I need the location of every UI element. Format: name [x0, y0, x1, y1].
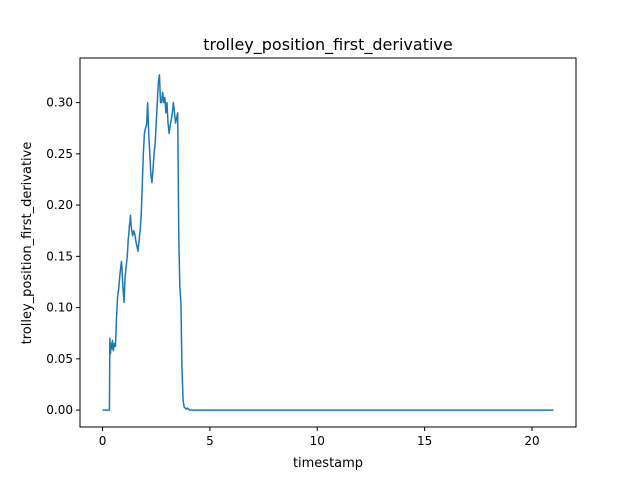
x-tick-label: 5 [206, 434, 214, 448]
y-tick-label: 0.00 [46, 403, 73, 417]
x-tick-label: 20 [524, 434, 539, 448]
chart-title: trolley_position_first_derivative [203, 35, 452, 55]
plot-area [80, 58, 576, 427]
x-tick-label: 10 [310, 434, 325, 448]
x-tick-label: 0 [99, 434, 107, 448]
y-tick-label: 0.05 [46, 352, 73, 366]
y-tick-label: 0.10 [46, 301, 73, 315]
y-tick-label: 0.25 [46, 147, 73, 161]
x-axis-label: timestamp [293, 456, 363, 471]
y-axis-label: trolley_position_first_derivative [20, 142, 35, 345]
y-tick-label: 0.15 [46, 249, 73, 263]
y-tick-label: 0.20 [46, 198, 73, 212]
y-tick-label: 0.30 [46, 96, 73, 110]
x-tick-label: 15 [417, 434, 432, 448]
